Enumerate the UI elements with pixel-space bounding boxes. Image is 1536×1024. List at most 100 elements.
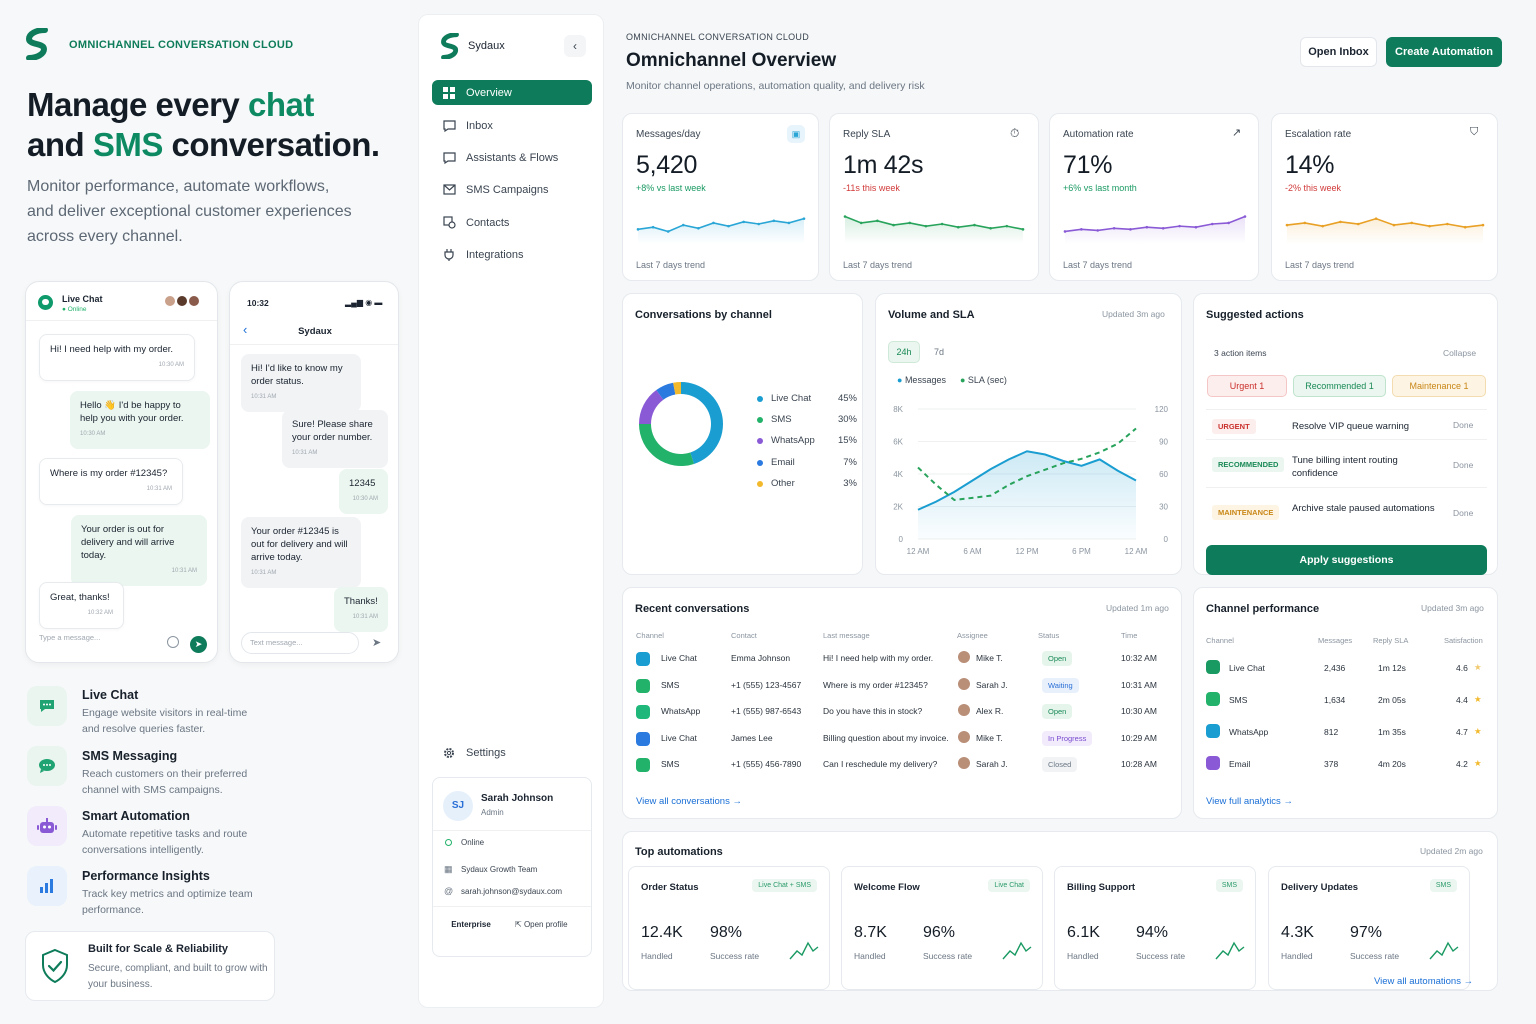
action-done-button[interactable]: Done — [1453, 460, 1474, 470]
channel-icon — [636, 652, 650, 666]
trust-desc: Secure, compliant, and built to grow wit… — [88, 963, 268, 990]
card-title: Recent conversations — [635, 603, 750, 615]
sparkline-point — [681, 223, 685, 227]
open-inbox-button[interactable]: Open Inbox — [1300, 37, 1377, 67]
action-done-button[interactable]: Done — [1453, 420, 1474, 430]
header-eyebrow: OMNICHANNEL CONVERSATION CLOUD — [626, 32, 810, 42]
cell-reply-sla: 1m 35s — [1378, 727, 1406, 737]
action-tag: MAINTENANCE — [1212, 505, 1280, 520]
stat-delta: -2% this week — [1285, 183, 1342, 193]
send-button[interactable]: ➤ — [190, 636, 207, 653]
card-title: Channel performance — [1206, 603, 1320, 615]
stat-card-escalation-rate: Escalation rate ⛉ 14% -2% this week Last… — [1271, 113, 1498, 281]
view-all-automations-link[interactable]: View all automations → — [1374, 976, 1474, 987]
legend-item: Live Chat 45% — [757, 393, 857, 404]
create-automation-button[interactable]: Create Automation — [1386, 37, 1502, 67]
y-left-tick: 2K — [893, 503, 903, 512]
sidebar-item-settings[interactable]: Settings — [432, 740, 592, 765]
filter-urgent[interactable]: Urgent 1 — [1207, 375, 1287, 397]
sidebar-item-integrations[interactable]: Integrations — [432, 242, 592, 267]
sidebar-item-overview[interactable]: Overview — [432, 80, 592, 105]
automation-card[interactable]: Welcome Flow Live Chat 8.7K 96% Handled Succe… — [841, 866, 1043, 990]
feature-title: Live Chat — [82, 688, 139, 702]
sparkline-area — [1287, 218, 1483, 244]
sms-send-icon[interactable]: ➤ — [372, 637, 382, 649]
chat-message: Your order is out for delivery and will … — [71, 515, 207, 586]
trust-title: Built for Scale & Reliability — [88, 943, 228, 955]
donut-slice-whatsapp[interactable] — [639, 390, 664, 424]
star-icon: ★ — [1474, 662, 1482, 672]
mini-trend-icon — [789, 941, 819, 960]
stat-label: Reply SLA — [843, 129, 891, 140]
inbox-icon — [442, 119, 456, 133]
range-24h-tab[interactable]: 24h — [888, 341, 920, 363]
flow-icon — [442, 151, 456, 165]
cell-time: 10:30 AM — [1121, 706, 1157, 716]
action-done-button[interactable]: Done — [1453, 508, 1474, 518]
page-subtitle: Monitor channel operations, automation q… — [626, 80, 925, 92]
open-profile-link[interactable]: ⇱ Open profile — [515, 920, 568, 929]
collapse-sidebar-button[interactable]: ‹ — [564, 35, 586, 57]
channel-donut-chart — [639, 382, 723, 466]
view-all-conversations-link[interactable]: View all conversations → — [636, 796, 742, 807]
back-icon[interactable]: ‹ — [243, 322, 248, 337]
sparkline-point — [697, 226, 700, 230]
trust-card: Built for Scale & Reliability Secure, co… — [25, 931, 275, 1001]
apply-suggestions-button[interactable]: Apply suggestions — [1206, 545, 1487, 575]
sidebar-item-contacts[interactable]: Contacts — [432, 210, 592, 235]
filter-maintenance[interactable]: Maintenance 1 — [1392, 375, 1486, 397]
sms-message: Thanks! 10:31 AM — [334, 587, 388, 632]
cell-satisfaction: 4.4 — [1456, 695, 1468, 705]
range-7d-tab[interactable]: 7d — [933, 347, 944, 357]
cell-contact[interactable]: +1 (555) 987-6543 — [731, 706, 802, 716]
sidebar-item-inbox[interactable]: Inbox — [432, 113, 592, 138]
donut-slice-email[interactable] — [656, 382, 676, 400]
channel-icon — [636, 705, 650, 719]
status-badge: Open — [1042, 651, 1073, 666]
automation-card[interactable]: Order Status Live Chat + SMS 12.4K 98% Handl… — [628, 866, 830, 990]
status-badge: Open — [1042, 704, 1073, 719]
filter-recommended[interactable]: Recommended 1 — [1293, 375, 1386, 397]
donut-slice-live-chat[interactable] — [681, 382, 723, 464]
y-left-tick: 6K — [893, 438, 903, 447]
sidebar-item-assistants-flows[interactable]: Assistants & Flows — [432, 145, 592, 170]
cell-contact[interactable]: Emma Johnson — [731, 653, 791, 663]
cell-contact[interactable]: +1 (555) 456-7890 — [731, 759, 802, 769]
emoji-icon[interactable] — [167, 636, 179, 648]
legend-item: Other 3% — [757, 478, 857, 489]
chart-legend: ● Messages ● SLA (sec) — [897, 375, 1007, 385]
livechat-message-input[interactable]: Type a message... — [39, 633, 101, 642]
cell-contact[interactable]: James Lee — [731, 732, 773, 743]
action-tag: URGENT — [1212, 419, 1256, 434]
stat-card-reply-sla: Reply SLA ⏱ 1m 42s -11s this week Last 7… — [829, 113, 1039, 281]
stat-label: Messages/day — [636, 129, 701, 140]
feature-title: Performance Insights — [82, 869, 210, 883]
sparkline-point — [1463, 225, 1467, 229]
updated-label: Updated 1m ago — [1106, 603, 1169, 613]
sparkline-point — [1481, 223, 1485, 227]
sms-message-input[interactable]: Text message... — [241, 632, 359, 654]
donut-slice-other[interactable] — [673, 382, 681, 395]
sparkline-point — [1161, 226, 1165, 230]
automation-card[interactable]: Billing Support SMS 6.1K 94% Handled Success … — [1054, 866, 1256, 990]
donut-slice-sms[interactable] — [639, 424, 694, 466]
handled-label: Handled — [641, 951, 673, 961]
arrow-right-icon: → — [1283, 796, 1293, 807]
chat-bubble-icon — [27, 686, 67, 726]
sparkline-point — [1428, 224, 1431, 228]
sidebar-item-sms-campaigns[interactable]: SMS Campaigns — [432, 177, 592, 202]
view-full-analytics-link[interactable]: View full analytics → — [1206, 796, 1293, 807]
sms-message: 12345 10:30 AM — [339, 469, 388, 514]
cell-contact[interactable]: +1 (555) 123-4567 — [731, 679, 802, 690]
stat-delta: +8% vs last week — [636, 183, 706, 193]
cell-time: 10:31 AM — [1121, 679, 1157, 690]
action-tag: RECOMMENDED — [1212, 457, 1285, 472]
sparkline-point — [1194, 225, 1198, 229]
cell-reply-sla: 2m 05s — [1378, 695, 1406, 705]
sparkline-line — [1064, 215, 1246, 233]
sparkline-point — [859, 221, 863, 225]
automation-card[interactable]: Delivery Updates SMS 4.3K 97% Handled Success… — [1268, 866, 1470, 990]
collapse-button[interactable]: Collapse — [1443, 348, 1477, 358]
cell-satisfaction: 4.6 — [1456, 663, 1468, 673]
